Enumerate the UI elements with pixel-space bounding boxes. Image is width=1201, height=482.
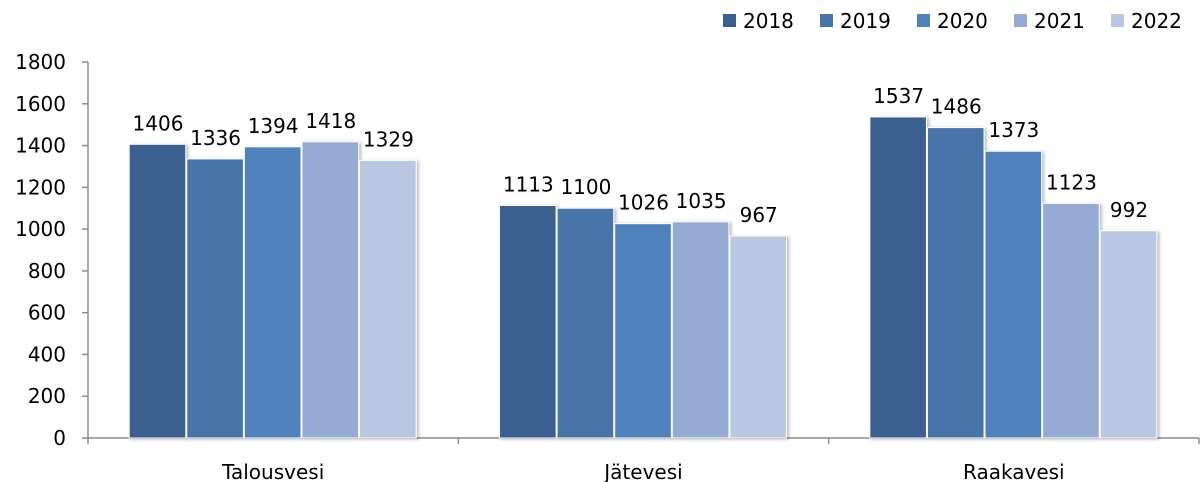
legend-swatch	[820, 14, 833, 27]
y-tick-label: 1400	[15, 134, 66, 158]
bar	[1099, 230, 1158, 439]
bar	[359, 159, 417, 439]
data-label: 967	[740, 203, 778, 227]
bar	[186, 158, 244, 439]
legend-swatch	[1111, 14, 1124, 27]
y-axis: 0 200 400 600 800 1000 1200 1400 1600 1800	[15, 50, 89, 450]
data-label: 1373	[988, 118, 1039, 142]
legend-item: 2021	[1014, 9, 1085, 33]
data-label: 1336	[190, 126, 241, 150]
data-label: 1035	[676, 189, 727, 213]
legend-label: 2018	[743, 9, 794, 33]
data-label: 992	[1110, 198, 1148, 222]
legend-label: 2019	[840, 9, 891, 33]
data-label: 1394	[248, 114, 299, 138]
bar	[984, 150, 1043, 439]
legend-swatch	[723, 14, 736, 27]
bar	[128, 143, 187, 439]
legend-item: 2019	[820, 9, 891, 33]
data-label: 1123	[1046, 170, 1097, 194]
bar	[301, 141, 360, 439]
legend-item: 2020	[917, 9, 988, 33]
y-tick-label: 800	[28, 259, 66, 283]
data-label: 1486	[931, 95, 982, 119]
legend-item: 2022	[1111, 9, 1182, 33]
bar	[869, 116, 927, 439]
legend-label: 2020	[937, 9, 988, 33]
bar	[614, 223, 672, 439]
y-tick-label: 0	[53, 426, 66, 450]
data-label: 1329	[363, 127, 414, 151]
data-label: 1418	[305, 109, 356, 133]
bar	[671, 221, 730, 439]
legend-label: 2021	[1034, 9, 1085, 33]
data-label: 1100	[560, 175, 611, 199]
legend: 2018 2019 2020 2021 2022	[723, 9, 1182, 33]
bar	[729, 235, 788, 439]
legend-item: 2018	[723, 9, 794, 33]
bars	[128, 116, 1158, 439]
legend-swatch	[917, 14, 930, 27]
legend-label: 2022	[1131, 9, 1182, 33]
data-label: 1113	[503, 173, 554, 197]
y-tick-label: 1800	[15, 50, 66, 74]
bar	[243, 146, 302, 439]
x-axis: Talousvesi Jätevesi Raakavesi	[87, 437, 1200, 482]
data-label: 1406	[133, 111, 184, 135]
y-tick-label: 1600	[15, 92, 66, 116]
x-category-label: Jätevesi	[602, 460, 682, 482]
y-tick-label: 400	[28, 342, 66, 366]
x-category-label: Talousvesi	[221, 460, 324, 482]
data-label: 1026	[618, 191, 669, 215]
legend-swatch	[1014, 14, 1027, 27]
bar	[1042, 202, 1100, 439]
bar	[926, 127, 985, 439]
y-tick-label: 1000	[15, 217, 66, 241]
bar	[556, 207, 615, 439]
bar	[499, 205, 557, 439]
data-label: 1537	[873, 84, 924, 108]
x-category-label: Raakavesi	[963, 460, 1065, 482]
y-tick-label: 200	[28, 384, 66, 408]
y-tick-label: 600	[28, 301, 66, 325]
y-tick-label: 1200	[15, 175, 66, 199]
